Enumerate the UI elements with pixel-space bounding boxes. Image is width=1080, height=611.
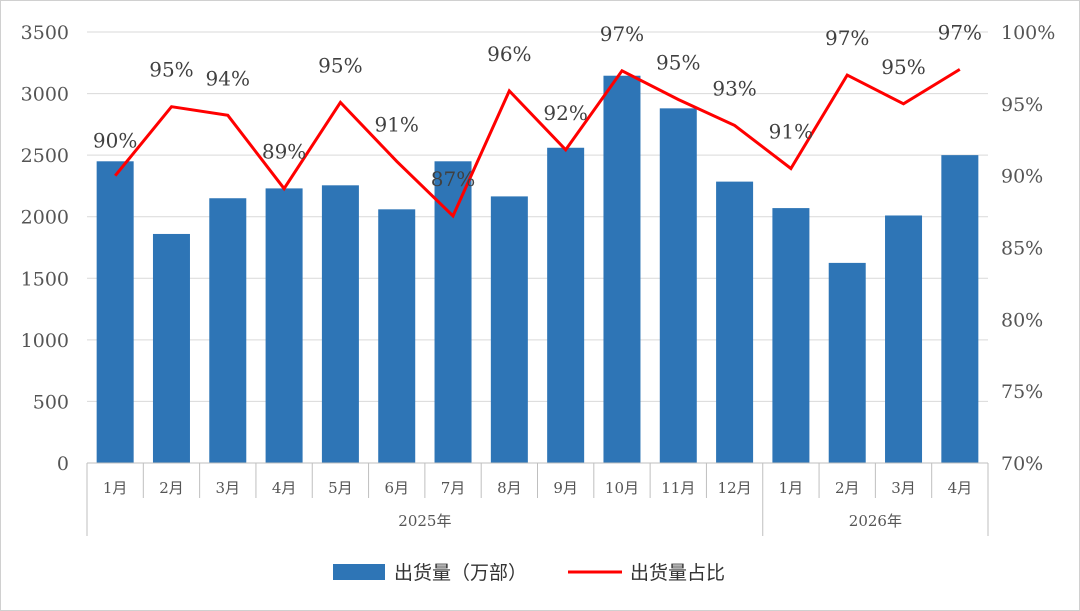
x-tick-label: 1月: [779, 479, 804, 497]
x-tick-label: 10月: [605, 479, 639, 497]
bar: [547, 147, 585, 464]
data-label: 97%: [825, 26, 869, 50]
x-tick-label: 8月: [497, 479, 522, 497]
data-label: 94%: [206, 66, 250, 90]
x-tick-label: 1月: [103, 479, 128, 497]
bar: [96, 161, 134, 464]
x-tick-label: 6月: [384, 479, 409, 497]
x-tick-label: 2月: [159, 479, 184, 497]
y-right-tick-label: 85%: [1001, 238, 1043, 260]
data-label: 90%: [93, 129, 137, 153]
bar: [603, 75, 641, 464]
x-tick-label: 9月: [553, 479, 578, 497]
data-label: 95%: [656, 51, 700, 75]
bar: [321, 185, 359, 463]
x-tick-label: 3月: [891, 479, 916, 497]
legend-swatch-bar: [333, 564, 385, 580]
x-axis: 1月 2月 3月 4月 5月 6月 7月 8月 9月 10月 11月 12月 1月 2月 3月 4月 2025年…: [86, 462, 989, 536]
bar: [885, 215, 923, 463]
y-left-tick-label: 1500: [21, 268, 69, 290]
data-label: 93%: [712, 76, 756, 100]
y-right-tick-label: 90%: [1001, 166, 1043, 188]
x-tick-label: 4月: [948, 479, 973, 497]
data-label: 95%: [149, 58, 193, 82]
line-path: [114, 68, 961, 219]
bar: [772, 208, 810, 463]
data-label: 89%: [262, 140, 306, 164]
data-label: 91%: [374, 112, 418, 136]
data-label: 87%: [431, 167, 475, 191]
y-right-tick-label: 70%: [1001, 453, 1043, 475]
y-left-tick-label: 500: [33, 391, 69, 413]
y-left-tick-label: 1000: [21, 330, 69, 352]
x-tick-label: 5月: [328, 479, 353, 497]
x-tick-label: 2月: [835, 479, 860, 497]
bar: [209, 198, 247, 463]
x-tick-label: 12月: [718, 479, 752, 497]
y-left-tick-label: 0: [57, 453, 69, 475]
y-right-tick-label: 95%: [1001, 94, 1043, 116]
data-label: 92%: [543, 101, 587, 125]
y-left-tick-label: 3500: [21, 22, 69, 44]
y-axis-left: 0 500 1000 1500 2000 2500 3000 3500: [21, 22, 69, 475]
x-tick-label: 4月: [272, 479, 297, 497]
bar: [716, 181, 754, 463]
bar: [152, 233, 190, 463]
data-label: 95%: [881, 55, 925, 79]
x-group-label: 2026年: [849, 512, 902, 530]
line-series: [114, 68, 961, 219]
data-label: 97%: [938, 20, 982, 44]
x-group-label: 2025年: [398, 512, 451, 530]
data-label: 95%: [318, 53, 362, 77]
bar: [490, 196, 528, 463]
data-label: 97%: [600, 22, 644, 46]
y-left-tick-label: 3000: [21, 84, 69, 106]
y-right-tick-label: 100%: [1001, 22, 1055, 44]
y-left-tick-label: 2000: [21, 207, 69, 229]
data-label: 91%: [769, 119, 813, 143]
bar: [378, 209, 416, 463]
y-axis-right: 70% 75% 80% 85% 90% 95% 100%: [1001, 22, 1055, 475]
data-labels: 90% 95% 94% 89% 95% 91% 87% 96% 92% 97% 95% 93% 91% 9…: [93, 20, 982, 191]
data-label: 96%: [487, 42, 531, 66]
legend-label-bar: 出货量（万部）: [394, 562, 527, 584]
bar-series: [96, 75, 979, 464]
legend-label-line: 出货量占比: [630, 562, 725, 584]
x-tick-label: 7月: [441, 479, 466, 497]
x-tick-label: 3月: [216, 479, 241, 497]
bar: [265, 188, 303, 464]
y-left-tick-label: 2500: [21, 145, 69, 167]
bar: [941, 155, 979, 463]
legend: 出货量（万部） 出货量占比: [333, 562, 725, 584]
y-right-tick-label: 80%: [1001, 309, 1043, 331]
bar: [828, 262, 866, 463]
bar: [434, 161, 472, 464]
x-tick-label: 11月: [661, 479, 695, 497]
bar: [659, 108, 697, 463]
y-right-tick-label: 75%: [1001, 381, 1043, 403]
